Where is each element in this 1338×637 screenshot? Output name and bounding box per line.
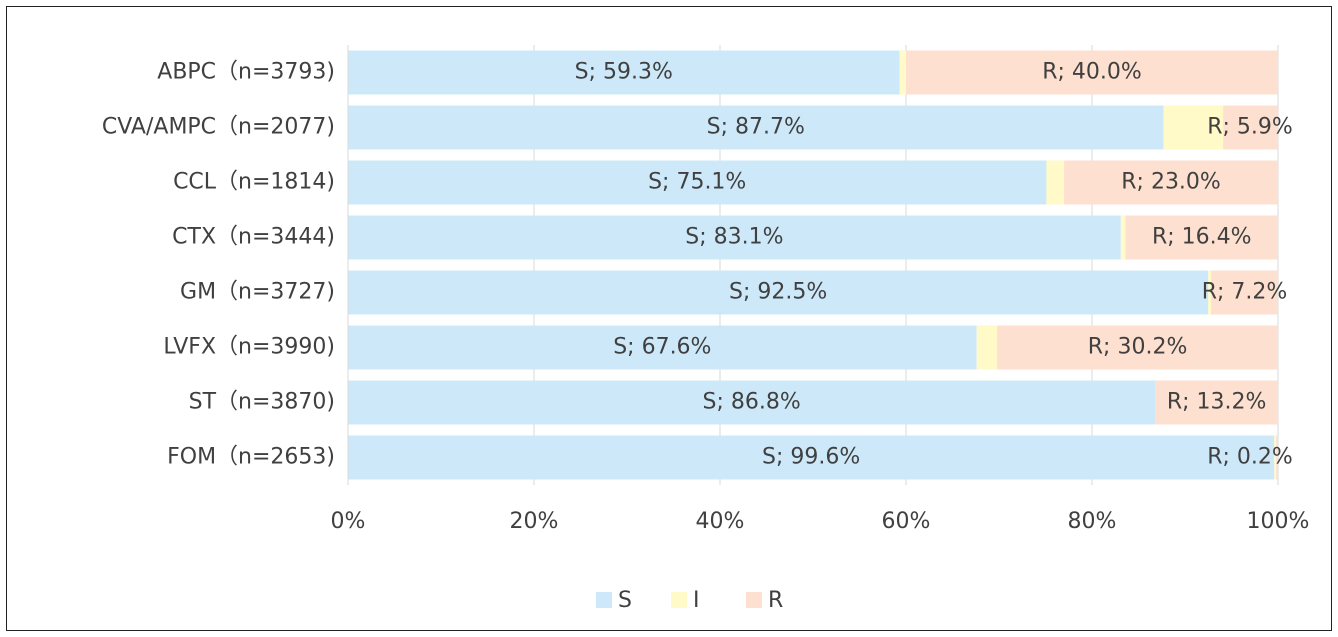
x-tick-label: 40% xyxy=(696,509,745,534)
y-tick-label: CVA/AMPC（n=2077) xyxy=(102,115,335,140)
bar-segment xyxy=(976,325,998,370)
legend-label: S xyxy=(618,588,632,613)
x-tick-label: 0% xyxy=(331,509,366,534)
bar-segment xyxy=(348,160,1047,205)
bar-segment xyxy=(348,50,900,95)
bar-segment xyxy=(348,215,1121,260)
y-tick-label: CCL（n=1814) xyxy=(173,170,335,195)
y-tick-label: LVFX（n=3990) xyxy=(163,335,335,360)
data-label: R; 13.2% xyxy=(1167,390,1267,415)
bar-segment xyxy=(348,435,1275,480)
bar-segment xyxy=(1064,160,1278,205)
data-label: S; 92.5% xyxy=(729,280,827,305)
data-label: R; 40.0% xyxy=(1042,60,1142,85)
legend-swatch xyxy=(671,592,687,608)
data-label: S; 86.8% xyxy=(702,390,800,415)
bar-segment xyxy=(906,50,1278,95)
bar-segment xyxy=(1163,105,1224,150)
y-tick-label: FOM（n=2653) xyxy=(167,445,335,470)
y-tick-label: GM（n=3727) xyxy=(180,280,335,305)
data-label: R; 0.2% xyxy=(1207,445,1293,470)
bar-segment xyxy=(348,105,1164,150)
x-tick-label: 100% xyxy=(1247,509,1310,534)
bar-segment xyxy=(1223,105,1278,150)
data-label: S; 99.6% xyxy=(762,445,860,470)
bar-segment xyxy=(899,50,906,95)
bar-segment xyxy=(348,325,977,370)
bar-segment xyxy=(1046,160,1065,205)
data-label: S; 67.6% xyxy=(613,335,711,360)
bar-segment xyxy=(348,380,1156,425)
legend-label: I xyxy=(693,588,700,613)
bar-segment xyxy=(1208,270,1212,315)
chart-border xyxy=(6,6,1332,631)
bar-segment xyxy=(997,325,1278,370)
bar-segment xyxy=(1155,380,1278,425)
data-label: S; 59.3% xyxy=(575,60,673,85)
y-tick-label: CTX（n=3444) xyxy=(172,225,335,250)
x-tick-label: 20% xyxy=(510,509,559,534)
bar-segment xyxy=(1125,215,1278,260)
data-label: S; 83.1% xyxy=(685,225,783,250)
data-label: R; 5.9% xyxy=(1207,115,1293,140)
data-label: R; 23.0% xyxy=(1121,170,1221,195)
data-label: R; 16.4% xyxy=(1152,225,1252,250)
bar-segment xyxy=(1120,215,1126,260)
bar-segment xyxy=(1276,435,1278,480)
data-label: S; 75.1% xyxy=(648,170,746,195)
data-label: R; 30.2% xyxy=(1088,335,1188,360)
bar-segment xyxy=(1211,270,1278,315)
legend-swatch xyxy=(746,592,762,608)
data-label: R; 7.2% xyxy=(1202,280,1288,305)
legend-swatch xyxy=(596,592,612,608)
bar-segment xyxy=(348,270,1209,315)
x-tick-label: 80% xyxy=(1068,509,1117,534)
y-tick-label: ABPC（n=3793) xyxy=(157,60,335,85)
data-label: S; 87.7% xyxy=(707,115,805,140)
x-tick-label: 60% xyxy=(882,509,931,534)
legend-label: R xyxy=(768,588,783,613)
bar-segment xyxy=(1274,435,1277,480)
y-tick-label: ST（n=3870) xyxy=(189,390,335,415)
